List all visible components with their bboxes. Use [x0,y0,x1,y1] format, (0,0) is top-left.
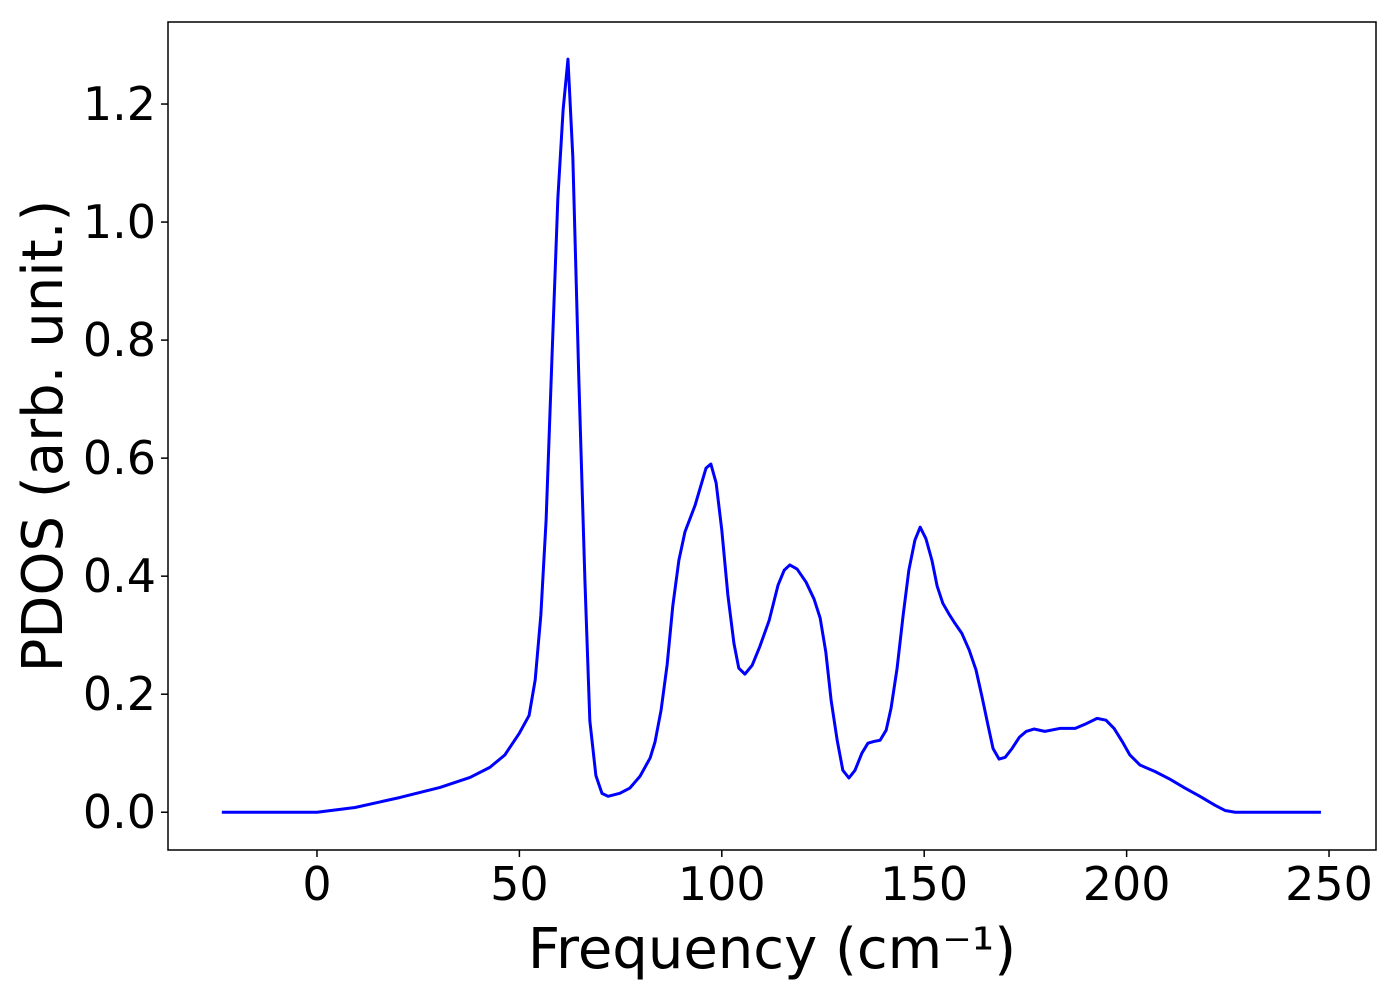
series-line [221,57,1321,814]
y-tick-label: 0.4 [83,549,156,603]
plot-frame [167,21,1377,851]
y-tick-label: 0.2 [83,667,156,721]
y-axis-label: PDOS (arb. unit.) [11,200,76,673]
x-tick-label: 100 [678,857,766,911]
y-tick-label: 0.6 [83,431,156,485]
y-tick-label: 0.8 [83,313,156,367]
x-tick-label: 200 [1083,857,1171,911]
y-tick-label: 1.2 [83,77,156,131]
y-tick-label: 1.0 [83,195,156,249]
x-tick-label: 50 [490,857,549,911]
x-tick-label: 150 [880,857,968,911]
x-axis-label: Frequency (cm⁻¹) [528,917,1016,982]
x-tick-label: 250 [1285,857,1373,911]
y-tick-label: 0.0 [83,785,156,839]
x-tick-label: 0 [302,857,331,911]
